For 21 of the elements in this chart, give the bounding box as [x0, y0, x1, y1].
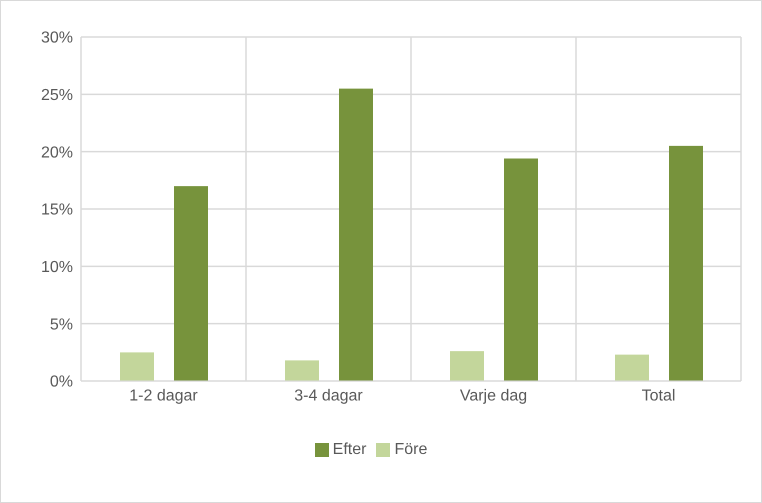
bar	[174, 186, 208, 381]
bar	[669, 146, 703, 381]
bar	[615, 354, 649, 381]
bar	[450, 351, 484, 381]
bar	[339, 88, 373, 381]
y-tick-label: 5%	[50, 316, 73, 334]
y-tick-label: 15%	[40, 202, 73, 219]
y-tick-label: 0%	[50, 374, 73, 391]
y-tick-label: 30%	[40, 30, 73, 47]
x-tick-label: 1-2 dagar	[129, 387, 198, 404]
bar	[120, 352, 154, 381]
y-tick-label: 25%	[40, 87, 73, 104]
y-tick-label: 20%	[40, 144, 73, 162]
bar	[285, 360, 319, 381]
y-tick-label: 10%	[40, 259, 73, 276]
bar	[504, 158, 538, 381]
legend-label: Efter	[332, 441, 366, 458]
x-tick-label: 3-4 dagar	[294, 387, 364, 404]
x-tick-label: Total	[642, 387, 676, 404]
legend-label: Före	[394, 441, 428, 458]
x-tick-label: Varje dag	[460, 387, 528, 404]
